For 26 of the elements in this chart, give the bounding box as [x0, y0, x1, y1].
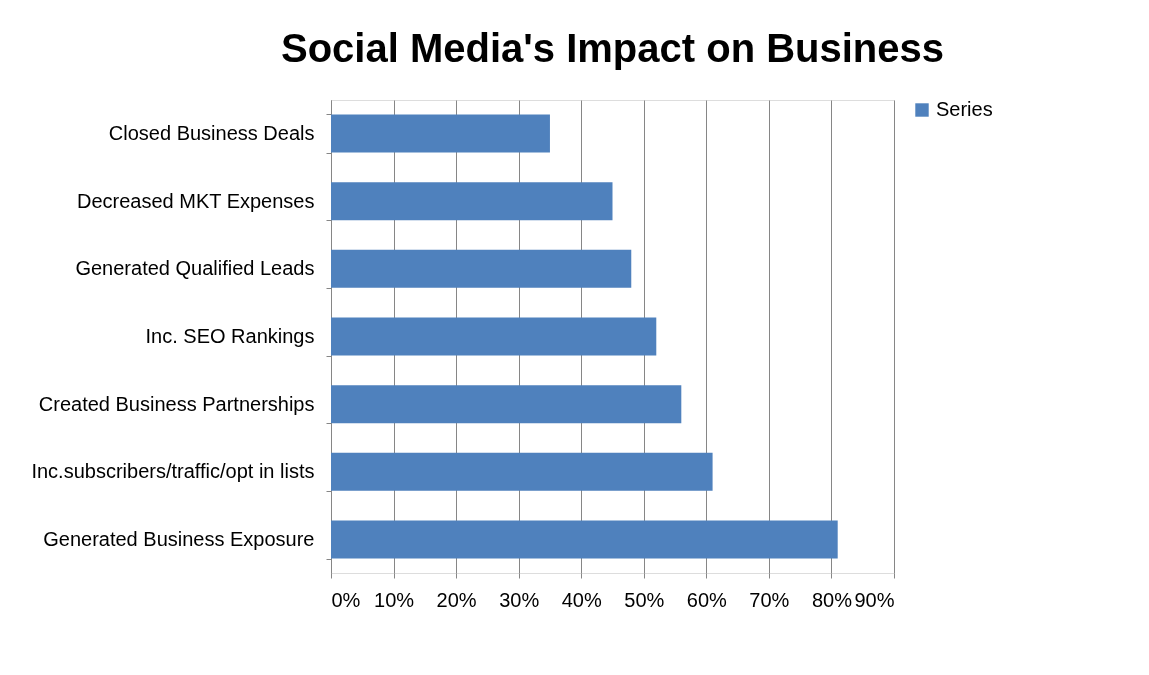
y-tick-label: Generated Business Exposure: [43, 528, 315, 550]
y-tick-label: Closed Business Deals: [108, 122, 315, 144]
y-tick-label: Decreased MKT Expenses: [76, 189, 315, 212]
x-tick-label: 20%: [436, 588, 477, 611]
y-tick-label: Inc.subscribers/traffic/opt in lists: [31, 460, 315, 483]
bar: [331, 317, 657, 356]
bar: [331, 114, 550, 153]
x-tick-label: 90%: [854, 588, 895, 611]
x-tick-label: 70%: [749, 588, 790, 611]
y-tick-label: Generated Qualified Leads: [75, 257, 315, 280]
y-tick-label: Created Business Partnerships: [38, 392, 315, 415]
x-tick-label: 10%: [374, 588, 415, 611]
bar: [331, 182, 613, 221]
bar: [331, 520, 838, 559]
chart-title: Social Media's Impact on Business: [280, 26, 945, 70]
x-tick-label: 30%: [499, 588, 540, 611]
x-tick-label: 0%: [331, 588, 361, 611]
x-tick-label: 50%: [624, 588, 665, 611]
y-tick-label: Inc. SEO Rankings: [145, 325, 315, 347]
x-tick-label: 60%: [686, 588, 728, 611]
bar: [331, 249, 632, 288]
x-tick-label: 40%: [561, 588, 602, 611]
bar: [331, 452, 713, 491]
legend-label: Series: [936, 98, 993, 120]
bar: [331, 385, 682, 424]
x-tick-label: 80%: [811, 588, 853, 611]
